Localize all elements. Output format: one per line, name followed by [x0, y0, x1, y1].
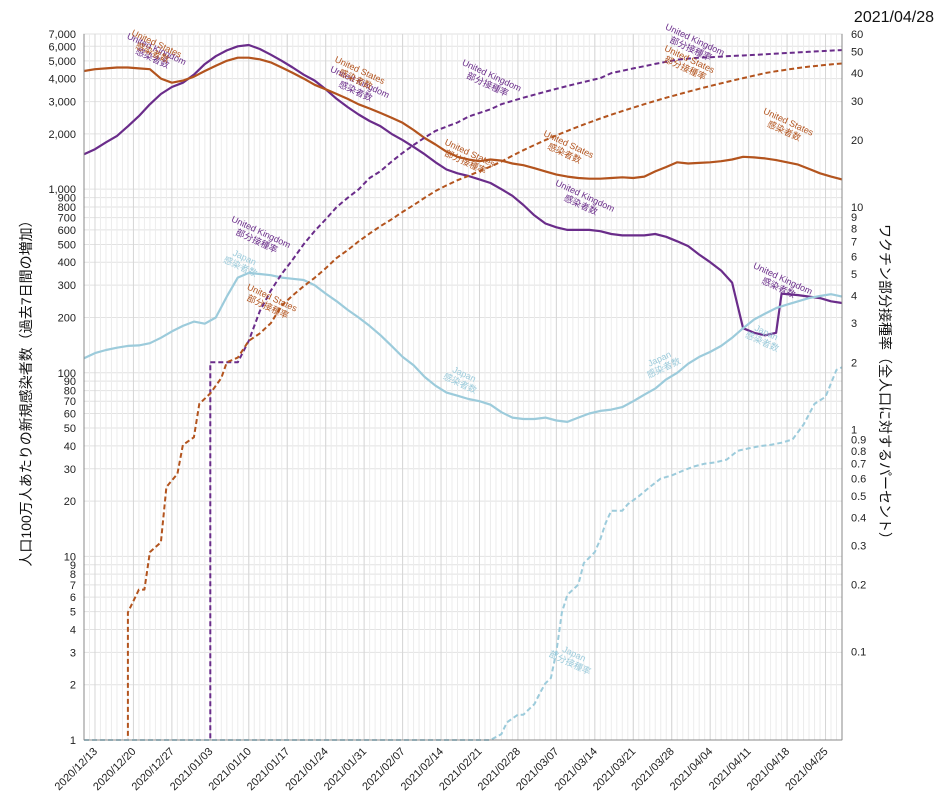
y-tick-label-left: 4: [70, 624, 76, 636]
y-tick-label-right: 4: [851, 290, 857, 302]
y-tick-label-right: 7: [851, 236, 857, 248]
y-tick-label-left: 400: [58, 257, 76, 269]
series-line: [83, 271, 843, 423]
y-tick-label-right: 0.2: [851, 580, 866, 592]
y-tick-label-right: 0.5: [851, 491, 866, 503]
y-tick-label-right: 9: [851, 212, 857, 224]
y-tick-label-left: 8: [70, 569, 76, 581]
y-tick-label-left: 6: [70, 592, 76, 604]
y-tick-label-right: 5: [851, 269, 857, 281]
y-axis-left-title: 人口100万人あたりの新規感染者数（過去7日間の増加）: [18, 213, 34, 566]
y-tick-label-left: 900: [58, 193, 76, 205]
y-tick-label-left: 7,000: [48, 29, 76, 41]
y-tick-label-right: 10: [851, 202, 863, 214]
y-tick-label-left: 90: [64, 376, 76, 388]
y-tick-label-left: 3: [70, 647, 76, 659]
y-tick-label-right: 2: [851, 357, 857, 369]
y-tick-label-left: 300: [58, 280, 76, 292]
series-line: [84, 62, 843, 741]
y-tick-label-left: 3,000: [48, 97, 76, 109]
y-tick-label-left: 60: [64, 409, 76, 421]
y-tick-label-right: 40: [851, 68, 863, 80]
y-tick-label-left: 1: [70, 735, 76, 747]
y-tick-label-left: 100: [58, 368, 76, 380]
y-tick-label-left: 5: [70, 607, 76, 619]
y-tick-label-right: 50: [851, 47, 863, 59]
series-line: [84, 49, 843, 741]
y-tick-label-right: 0.6: [851, 474, 866, 486]
date-label: 2021/04/28: [854, 9, 934, 26]
y-tick-label-left: 70: [64, 396, 76, 408]
y-tick-label-right: 6: [851, 251, 857, 263]
y-tick-label-left: 20: [64, 496, 76, 508]
y-tick-label-left: 200: [58, 313, 76, 325]
y-tick-label-left: 2: [70, 680, 76, 692]
y-tick-label-right: 3: [851, 318, 857, 330]
series-line: [83, 43, 843, 337]
y-tick-label-right: 0.4: [851, 513, 866, 525]
y-tick-label-left: 1,000: [48, 184, 76, 196]
y-tick-label-left: 40: [64, 441, 76, 453]
y-tick-label-right: 1: [851, 424, 857, 436]
y-tick-label-left: 5,000: [48, 56, 76, 68]
y-tick-label-right: 30: [851, 96, 863, 108]
y-tick-label-left: 500: [58, 239, 76, 251]
y-tick-label-left: 6,000: [48, 41, 76, 53]
y-tick-label-right: 0.7: [851, 459, 866, 471]
y-tick-label-right: 0.3: [851, 540, 866, 552]
y-tick-label-left: 9: [70, 560, 76, 572]
y-tick-label-left: 10: [64, 551, 76, 563]
y-tick-label-left: 4,000: [48, 74, 76, 86]
y-tick-label-left: 800: [58, 202, 76, 214]
y-tick-label-right: 0.1: [851, 647, 866, 659]
series-line: [83, 56, 843, 181]
y-tick-label-right: 0.8: [851, 446, 866, 458]
axes: 1234567891020304050607080901002003004005…: [48, 29, 866, 793]
y-tick-label-right: 60: [851, 29, 863, 41]
y-tick-label-right: 8: [851, 224, 857, 236]
y-tick-label-left: 600: [58, 225, 76, 237]
y-tick-label-left: 700: [58, 213, 76, 225]
y-tick-label-left: 2,000: [48, 129, 76, 141]
y-tick-label-right: 0.9: [851, 434, 866, 446]
series-line: [84, 366, 843, 741]
y-tick-label-right: 20: [851, 135, 863, 147]
series-layer: [83, 43, 843, 741]
y-axis-right-title: ワクチン部分接種率（全人口に対するパーセント）: [877, 224, 893, 546]
y-tick-label-left: 80: [64, 386, 76, 398]
y-tick-label-left: 30: [64, 464, 76, 476]
y-tick-label-left: 50: [64, 423, 76, 435]
y-tick-label-left: 7: [70, 580, 76, 592]
